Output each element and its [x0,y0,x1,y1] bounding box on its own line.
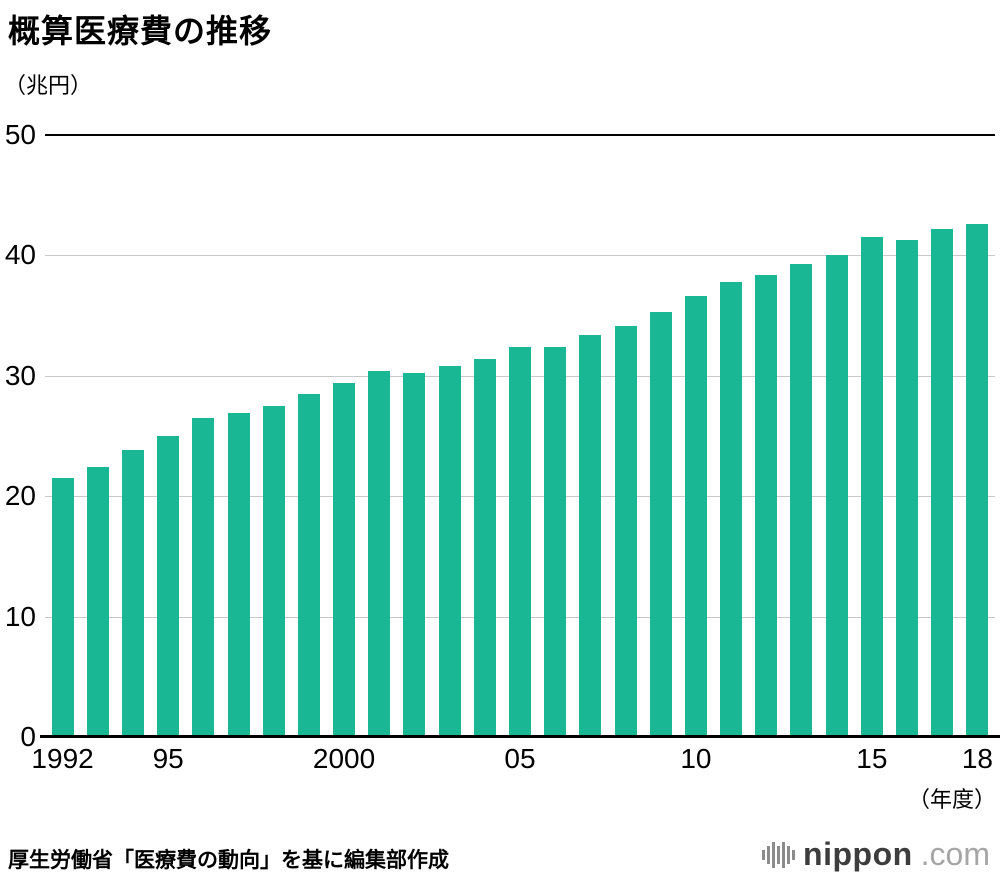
y-tick-label-10: 10 [4,600,36,632]
gridline-40 [45,255,995,257]
bar-1996 [192,417,215,737]
top-axis-line [45,134,995,136]
bar-2013 [790,263,813,737]
bar-2016 [896,239,919,737]
bar-2004 [473,358,496,737]
x-tick-label-95: 95 [152,743,184,774]
bar-2008 [614,326,637,737]
y-tick-label-40: 40 [4,239,36,271]
bar-2017 [931,228,954,737]
logo-name-text: nippon [803,836,913,872]
x-tick-label-10: 10 [680,743,712,774]
bar-2001 [368,370,391,737]
bar-2000 [333,383,356,737]
bar-2015 [860,237,883,737]
source-note: 厚生労働省「医療費の動向」を基に編集部作成 [8,849,449,872]
nippon-logo: nippon .com [762,836,990,873]
bar-2010 [684,296,707,737]
bar-2002 [403,373,426,737]
bar-2003 [438,366,461,737]
y-tick-label-50: 50 [4,119,36,150]
bar-2007 [579,334,602,737]
x-tick-label-05: 05 [504,743,536,774]
y-tick-label-20: 20 [4,480,36,512]
bar-1994 [121,450,144,737]
plot-area [40,134,1000,738]
x-tick-label-15: 15 [856,743,888,774]
chart-title: 概算医療費の推移 [8,13,273,49]
y-axis-unit-label: （兆円） [4,73,93,98]
y-tick-label-0: 0 [20,721,36,752]
bar-2014 [825,255,848,737]
bar-2006 [544,346,567,737]
bar-1999 [297,393,320,737]
bar-1998 [262,405,285,737]
bar-2012 [755,274,778,737]
x-tick-label-2000: 2000 [312,743,376,774]
nippon-logo-waveform-icon [762,839,796,871]
x-axis-unit-label: （年度） [907,787,996,812]
bar-2009 [649,312,672,737]
bar-2011 [720,281,743,737]
bar-2018 [966,224,989,737]
x-tick-label-18: 18 [961,743,993,774]
x-axis-line [40,735,1000,738]
x-tick-label-1992: 1992 [31,743,94,774]
bar-1993 [86,467,109,737]
logo-suffix-text: .com [920,836,990,872]
y-tick-label-30: 30 [4,359,36,391]
bar-2005 [509,346,531,737]
bar-1997 [227,413,250,737]
bar-1995 [157,436,180,737]
bar-1992 [51,478,74,737]
